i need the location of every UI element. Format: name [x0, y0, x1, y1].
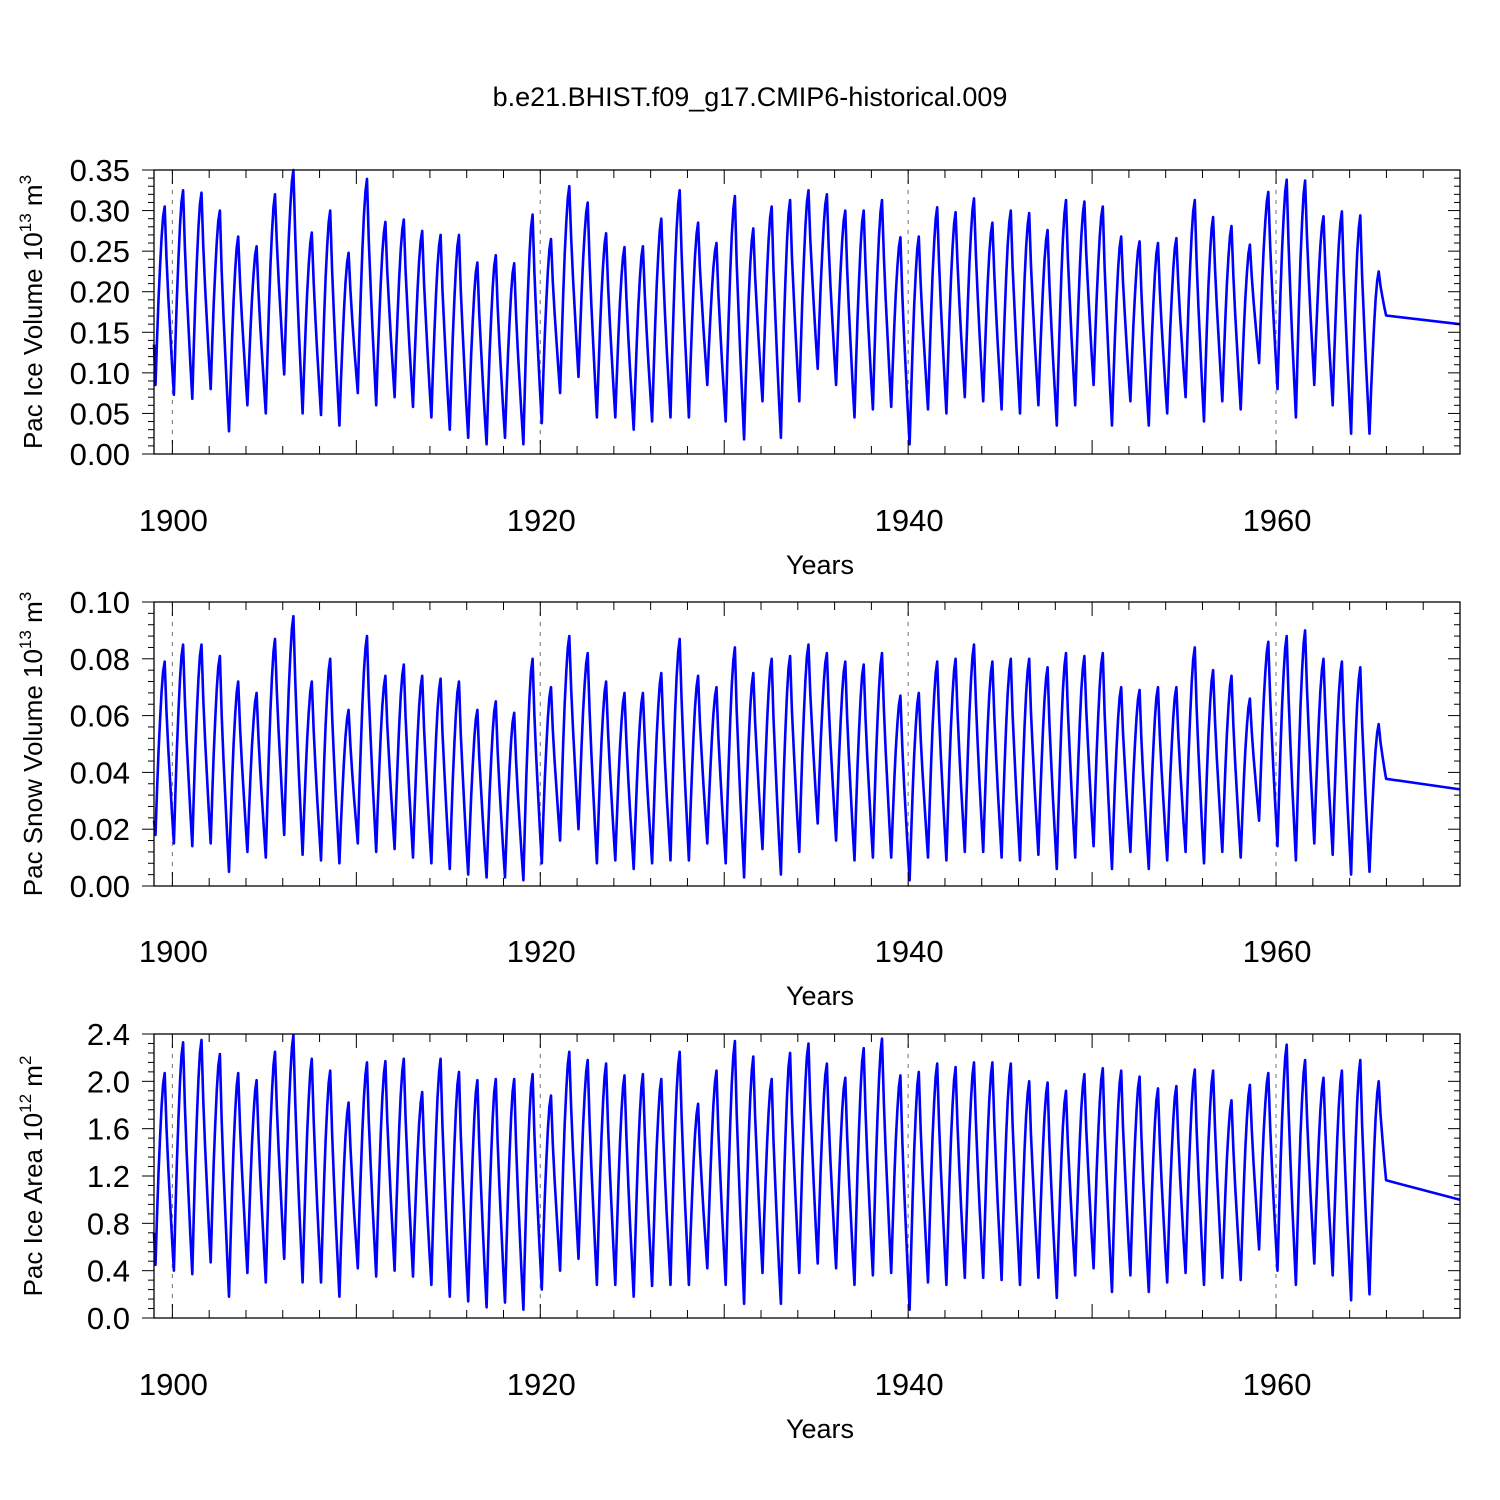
y-tick-label: 0.8 — [87, 1206, 130, 1241]
y-tick-label: 0.0 — [87, 1301, 130, 1336]
y-tick-label: 0.4 — [87, 1254, 130, 1289]
y-tick-label: 0.30 — [70, 194, 130, 229]
x-tick-label: 1940 — [875, 934, 944, 969]
y-axis-label: Pac Ice Volume 1013 m3 — [16, 175, 48, 449]
x-tick-label: 1920 — [507, 934, 576, 969]
chart-title: b.e21.BHIST.f09_g17.CMIP6-historical.009 — [493, 82, 1008, 112]
series-line — [152, 614, 1461, 882]
x-tick-label: 1960 — [1243, 503, 1312, 538]
x-axis-label: Years — [786, 1414, 854, 1444]
series-line — [152, 1033, 1461, 1311]
x-axis-label: Years — [786, 550, 854, 580]
plot-frame — [153, 601, 1461, 887]
y-axis-label: Pac Ice Area 1012 m2 — [16, 1056, 48, 1297]
y-tick-label: 0.00 — [70, 437, 130, 472]
y-tick-label: 0.25 — [70, 234, 130, 269]
y-tick-label: 0.04 — [70, 755, 130, 790]
y-tick-label: 0.15 — [70, 315, 130, 350]
x-tick-label: 1900 — [139, 1367, 208, 1402]
y-tick-label: 0.20 — [70, 275, 130, 310]
y-tick-label: 0.06 — [70, 699, 130, 734]
x-tick-label: 1960 — [1243, 1367, 1312, 1402]
y-tick-label: 0.10 — [70, 585, 130, 620]
x-tick-label: 1960 — [1243, 934, 1312, 969]
x-tick-label: 1900 — [139, 503, 208, 538]
plot-frame — [153, 169, 1461, 455]
chart-panel-1: 0.00 0.05 0.10 0.15 0.20 0.25 0.30 0.35 1900 1920… — [16, 153, 1461, 580]
y-tick-label: 1.6 — [87, 1112, 130, 1147]
chart-panel-3: 0.0 0.4 0.8 1.2 1.6 2.0 2.4 1900 1920 1940 1960 Yea… — [16, 1017, 1461, 1444]
y-tick-label: 0.35 — [70, 153, 130, 188]
y-tick-label: 0.00 — [70, 869, 130, 904]
x-axis-label: Years — [786, 981, 854, 1011]
x-tick-label: 1900 — [139, 934, 208, 969]
series-line — [152, 168, 1461, 446]
x-tick-label: 1920 — [507, 1367, 576, 1402]
y-tick-label: 2.4 — [87, 1017, 130, 1052]
y-tick-label: 0.05 — [70, 396, 130, 431]
y-axis-label: Pac Snow Volume 1013 m3 — [16, 592, 48, 896]
y-tick-label: 0.10 — [70, 356, 130, 391]
y-tick-label: 2.0 — [87, 1064, 130, 1099]
x-tick-label: 1940 — [875, 1367, 944, 1402]
chart-panels: 0.00 0.05 0.10 0.15 0.20 0.25 0.30 0.35 1900 1920… — [16, 153, 1461, 1444]
x-tick-label: 1940 — [875, 503, 944, 538]
chart-panel-2: 0.00 0.02 0.04 0.06 0.08 0.10 1900 1920 1940 1960… — [16, 585, 1461, 1011]
x-tick-label: 1920 — [507, 503, 576, 538]
y-tick-label: 0.02 — [70, 812, 130, 847]
y-tick-label: 0.08 — [70, 642, 130, 677]
y-tick-label: 1.2 — [87, 1159, 130, 1194]
